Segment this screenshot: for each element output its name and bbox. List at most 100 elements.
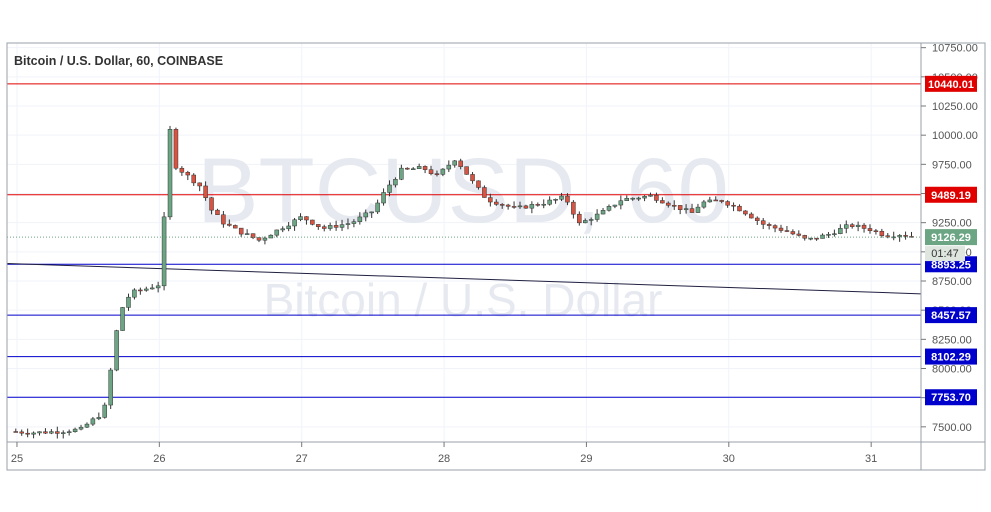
candle-body xyxy=(618,200,624,206)
candle-body xyxy=(167,129,173,218)
countdown-label: 01:47 xyxy=(931,248,959,260)
candle-body xyxy=(161,216,167,287)
y-tick-label: 10250.00 xyxy=(932,101,978,113)
candle-body xyxy=(78,426,84,430)
candle-body xyxy=(144,288,149,291)
candle-body xyxy=(660,200,665,204)
candle-body xyxy=(523,205,529,209)
candle-body xyxy=(43,431,48,434)
candles-layer xyxy=(13,125,914,439)
candle-body xyxy=(209,197,214,211)
y-tick-label: 9250.00 xyxy=(932,218,972,230)
candle-body xyxy=(713,199,719,202)
current-price-badge xyxy=(925,229,977,246)
candle-body xyxy=(434,173,440,175)
level-badge xyxy=(925,348,977,365)
level-badge-label: 7753.70 xyxy=(931,392,971,404)
candle-body xyxy=(369,211,374,214)
candle-body xyxy=(535,204,541,206)
candle-body xyxy=(488,197,493,203)
candle-body xyxy=(559,195,564,200)
candle-body xyxy=(363,212,369,218)
candle-body xyxy=(642,196,647,199)
candle-body xyxy=(327,225,333,229)
candle-body xyxy=(399,167,404,180)
candle-body xyxy=(499,204,505,206)
level-badge xyxy=(925,75,977,92)
candle-body xyxy=(286,225,291,230)
level-badge-label: 10440.01 xyxy=(928,79,974,91)
candle-body xyxy=(292,219,297,227)
candle-body xyxy=(766,224,772,226)
y-tick-label: 8000.00 xyxy=(932,364,972,376)
candle-body xyxy=(393,179,398,186)
candle-body xyxy=(298,216,303,220)
candle-body xyxy=(553,198,558,201)
candle-body xyxy=(606,206,612,211)
candle-body xyxy=(677,205,683,210)
candle-body xyxy=(227,223,232,226)
candle-body xyxy=(191,174,196,184)
level-badge xyxy=(925,389,977,406)
candle-body xyxy=(37,431,42,434)
candle-body xyxy=(529,204,535,209)
watermark-symbol: BTCUSD, 60 xyxy=(197,140,729,242)
price-badges: 10440.01 9489.19 8893.25 8457.57 8102.29 7753… xyxy=(925,75,977,406)
candle-body xyxy=(351,221,357,224)
level-badge-label: 8102.29 xyxy=(931,352,971,364)
candle-body xyxy=(624,198,630,201)
candle-body xyxy=(565,195,570,203)
candle-body xyxy=(262,237,268,241)
candle-body xyxy=(357,216,363,222)
level-badge xyxy=(925,186,977,203)
candle-body xyxy=(838,228,843,234)
candle-body xyxy=(90,418,96,425)
candle-body xyxy=(120,307,125,331)
candle-body xyxy=(274,229,280,236)
candle-body xyxy=(701,201,707,208)
x-tick-label: 25 xyxy=(11,453,23,465)
candle-body xyxy=(873,230,879,233)
candle-body xyxy=(844,224,849,229)
candle-body xyxy=(814,237,819,240)
candle-body xyxy=(416,166,422,170)
candle-body xyxy=(452,160,457,166)
candle-body xyxy=(826,234,831,236)
candle-body xyxy=(84,423,90,428)
candle-body xyxy=(256,237,262,241)
x-tick-label: 30 xyxy=(723,453,735,465)
candle-body xyxy=(126,296,131,308)
y-tick-label: 8750.00 xyxy=(932,276,972,288)
candle-body xyxy=(654,194,659,201)
y-tick-label: 7500.00 xyxy=(932,422,972,434)
candle-body xyxy=(541,203,546,206)
candle-body xyxy=(571,201,576,215)
candle-body xyxy=(849,224,855,227)
candle-body xyxy=(790,231,796,235)
candle-body xyxy=(778,227,784,231)
chart-frame xyxy=(6,42,986,471)
candle-body xyxy=(636,197,641,200)
x-axis[interactable]: 25 26 27 28 29 30 31 xyxy=(11,442,877,465)
candle-body xyxy=(310,219,315,225)
candle-body xyxy=(446,164,452,170)
candle-body xyxy=(808,237,813,240)
level-badge-label: 8893.25 xyxy=(931,259,971,271)
candle-body xyxy=(760,220,766,225)
candle-body xyxy=(333,225,339,228)
candle-body xyxy=(108,369,113,406)
candle-body xyxy=(221,214,226,225)
candle-body xyxy=(666,202,671,206)
candle-body xyxy=(173,129,179,169)
candle-body xyxy=(72,428,78,432)
candle-body xyxy=(19,431,24,434)
candle-body xyxy=(233,225,238,229)
candle-body xyxy=(725,201,730,206)
candle-body xyxy=(547,199,552,205)
candle-body xyxy=(203,185,208,199)
candle-body xyxy=(49,431,54,434)
candle-body xyxy=(132,289,137,298)
candle-body xyxy=(879,230,885,236)
